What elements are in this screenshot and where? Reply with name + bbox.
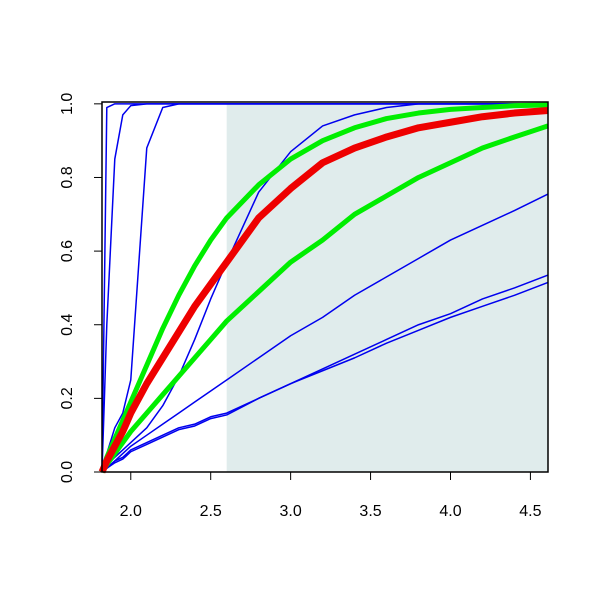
x-tick-label: 4.0 [439,503,461,520]
y-tick-label: 1.0 [59,93,76,115]
line [101,193,549,473]
y-tick-label: 0.4 [59,314,76,336]
x-tick-label: 2.5 [200,503,222,520]
line [99,123,549,474]
plot-frame [101,101,549,473]
y-tick-label: 0.2 [59,387,76,409]
x-tick-label: 3.0 [280,503,302,520]
x-tick-label: 3.5 [359,503,381,520]
y-tick-label: 0.6 [59,240,76,262]
line [99,102,549,473]
shaded-region [226,103,548,473]
line [98,106,549,474]
y-tick-label: 0.8 [59,166,76,188]
x-tick-label: 4.5 [519,503,541,520]
line [101,281,549,473]
x-tick-label: 2.0 [120,503,142,520]
line [101,274,549,473]
y-tick-label: 0.0 [59,461,76,483]
